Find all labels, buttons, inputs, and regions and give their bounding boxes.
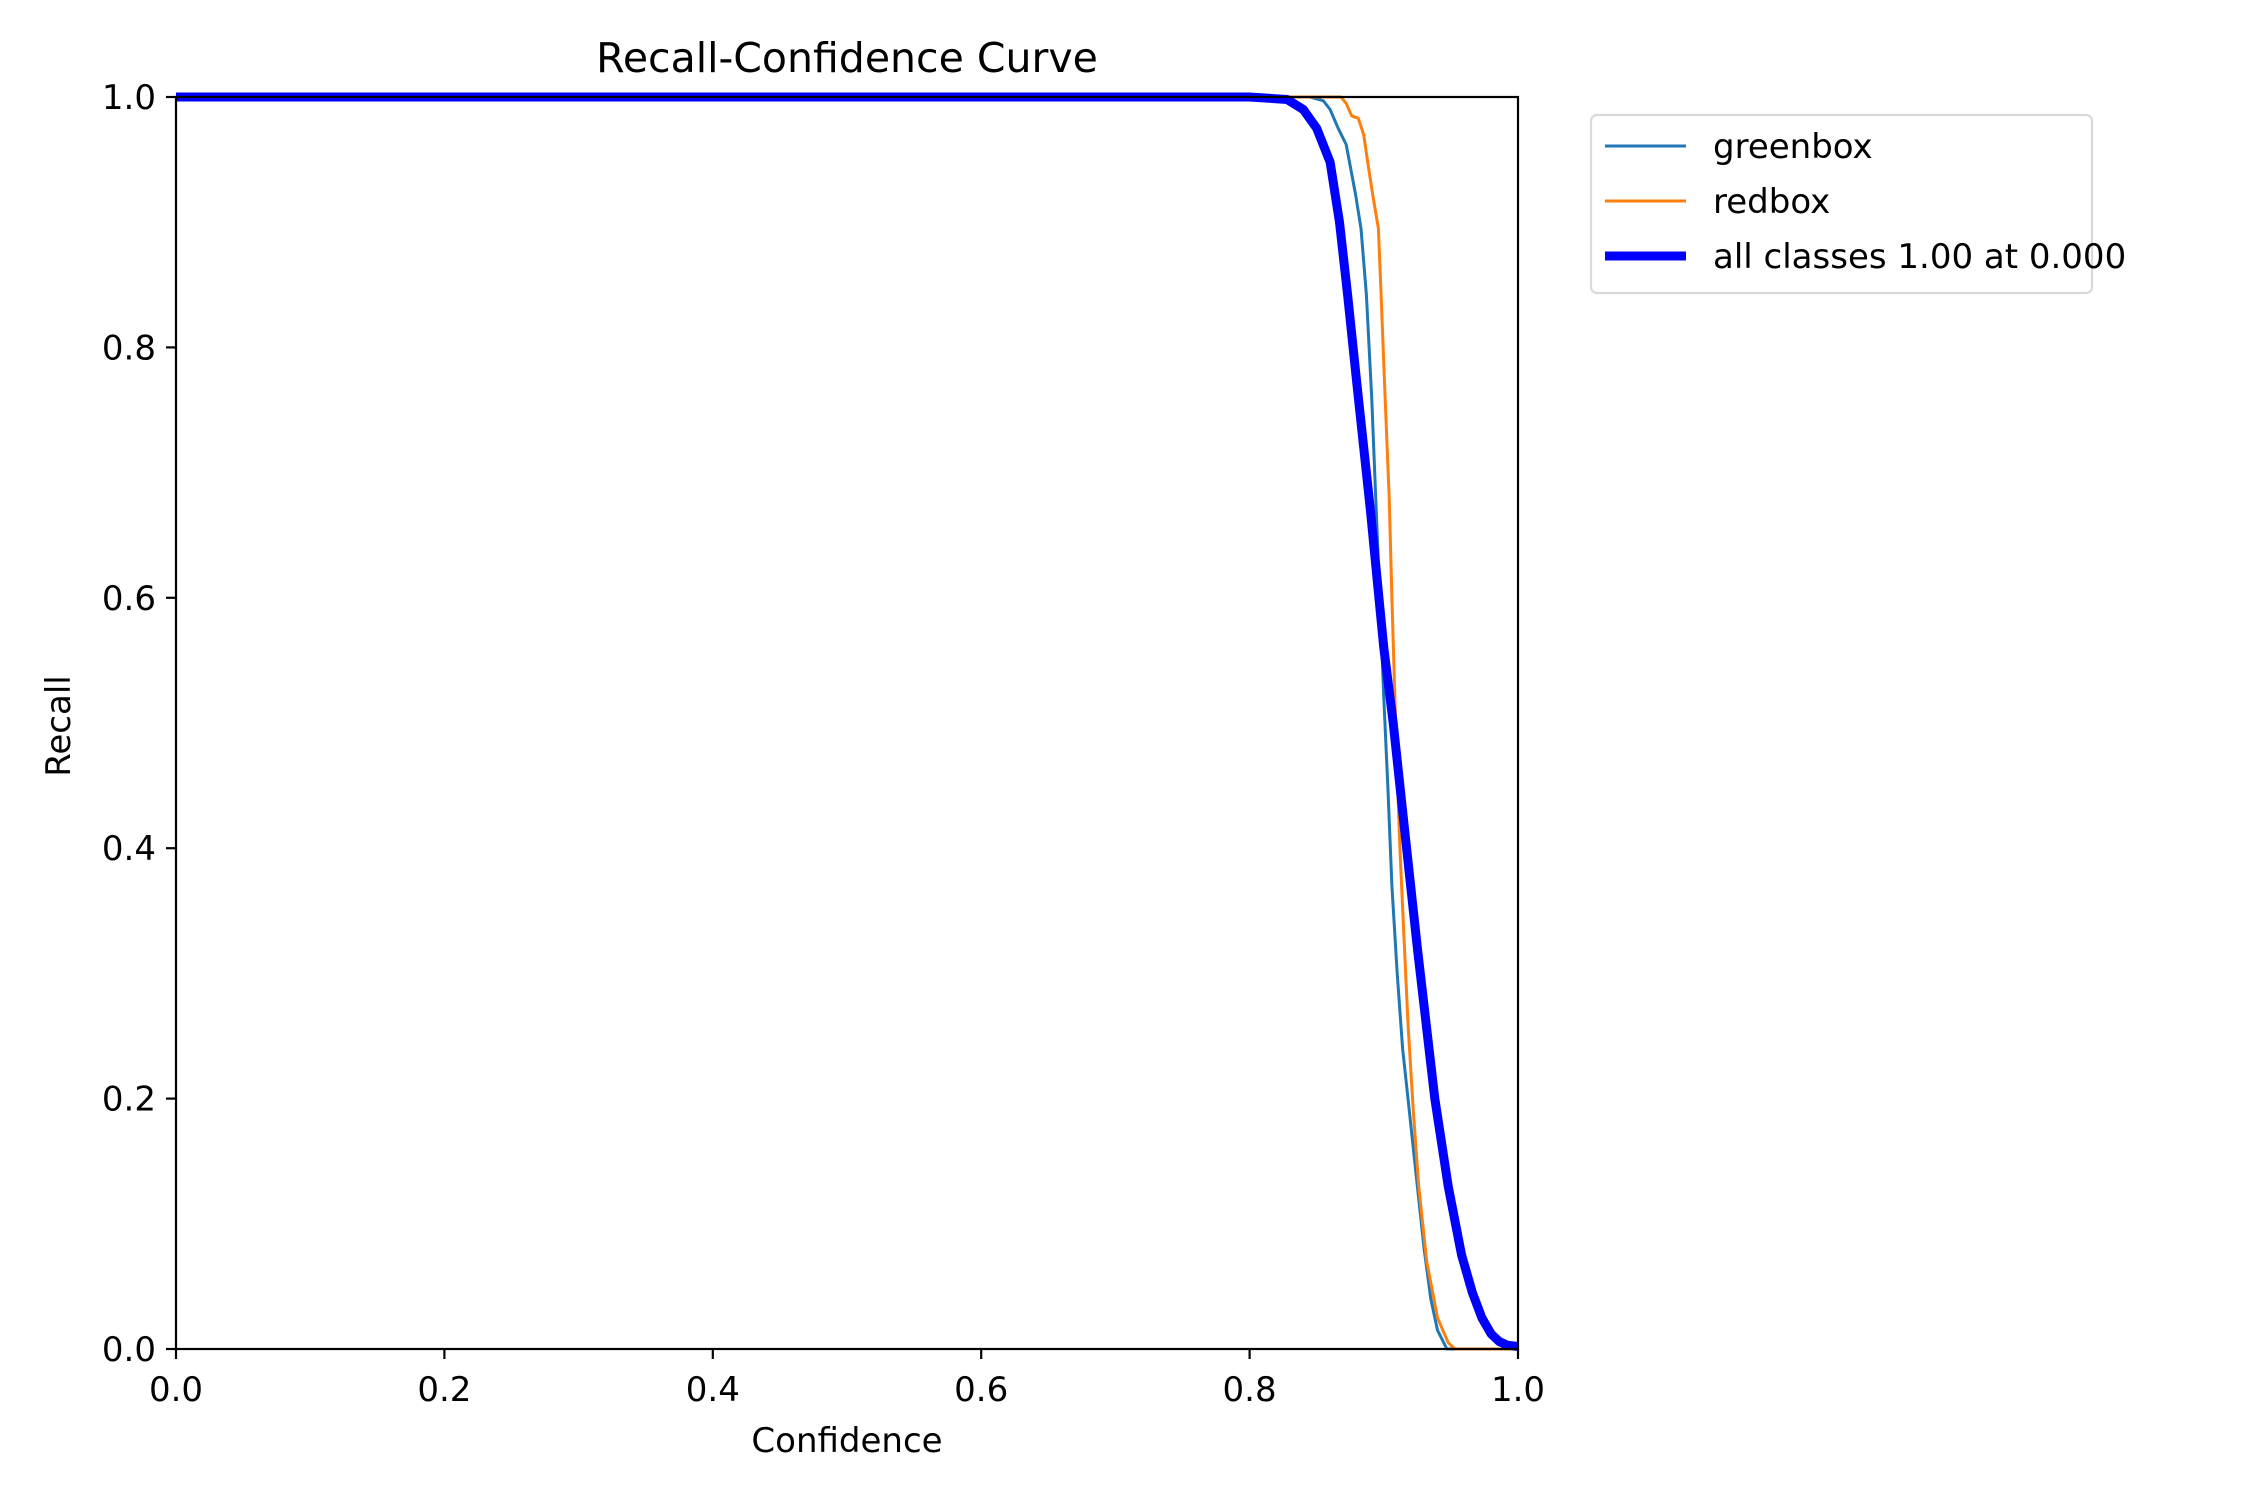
x-axis-label: Confidence xyxy=(751,1421,942,1461)
x-tick-label: 0.4 xyxy=(686,1370,740,1410)
y-tick-label: 0.4 xyxy=(102,829,156,869)
series-line-all xyxy=(176,92,1519,1351)
legend-label-greenbox: greenbox xyxy=(1713,127,1873,167)
x-tick-label: 0.8 xyxy=(1223,1370,1277,1410)
legend-label-redbox: redbox xyxy=(1713,182,1830,222)
axes-frame xyxy=(174,95,1520,1351)
y-tick-label: 0.0 xyxy=(102,1330,156,1370)
plot-area xyxy=(174,92,1520,1351)
legend-label-all-classes: all classes 1.00 at 0.000 xyxy=(1713,237,2126,277)
y-tick-label: 0.6 xyxy=(102,579,156,619)
y-tick-label: 1.0 xyxy=(102,78,156,118)
x-tick-label: 1.0 xyxy=(1491,1370,1545,1410)
y-tick-label: 0.2 xyxy=(102,1080,156,1120)
series-layer xyxy=(176,92,1519,1351)
x-tick-label: 0.0 xyxy=(149,1370,203,1410)
series-line-redbox xyxy=(176,95,1518,1351)
plot-background xyxy=(176,97,1518,1349)
y-axis: 0.0 0.2 0.4 0.6 0.8 1.0 xyxy=(102,78,176,1370)
legend: greenbox redbox all classes 1.00 at 0.00… xyxy=(1589,113,2126,295)
x-axis: 0.0 0.2 0.4 0.6 0.8 1.0 xyxy=(149,1349,1545,1410)
legend-frame xyxy=(1589,113,2094,295)
x-tick-label: 0.6 xyxy=(954,1370,1008,1410)
y-tick-label: 0.8 xyxy=(102,328,156,368)
y-axis-label: Recall xyxy=(39,675,79,776)
x-tick-label: 0.2 xyxy=(417,1370,471,1410)
chart-title: Recall-Confidence Curve xyxy=(596,34,1098,82)
